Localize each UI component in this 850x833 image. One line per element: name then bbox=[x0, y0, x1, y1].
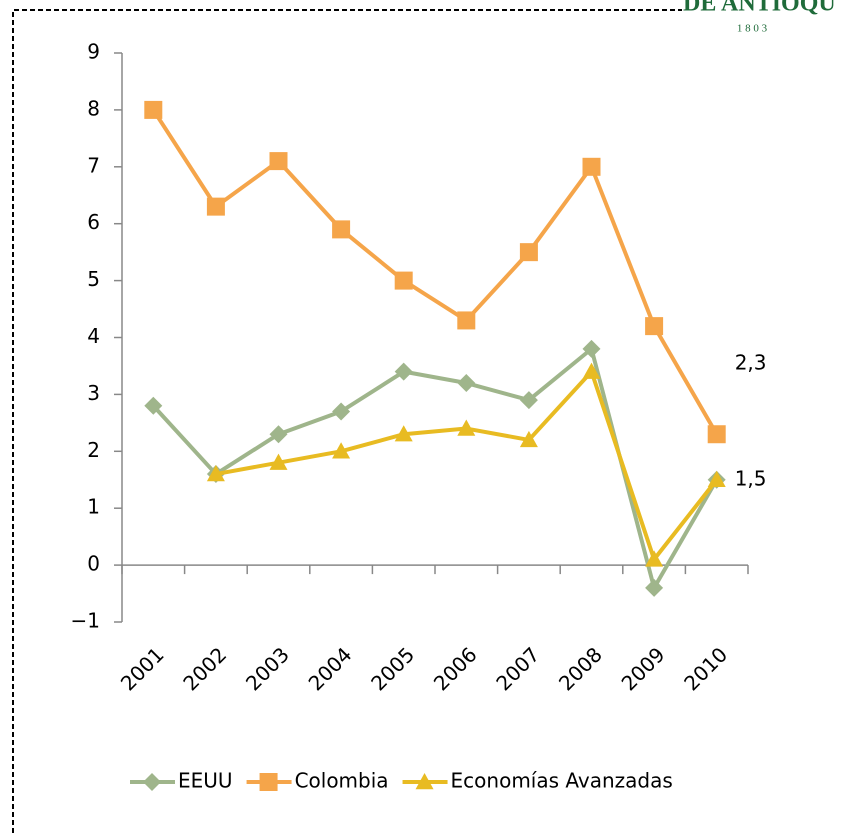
marker bbox=[269, 152, 288, 171]
legend-label: Colombia bbox=[295, 769, 389, 793]
marker bbox=[645, 578, 664, 597]
marker bbox=[707, 425, 726, 444]
marker bbox=[519, 430, 538, 448]
y-tick-label: 7 bbox=[87, 153, 100, 177]
x-tick-label: 2004 bbox=[304, 642, 357, 695]
y-tick-label: 9 bbox=[87, 40, 100, 64]
marker bbox=[394, 271, 413, 290]
x-tick-label: 2007 bbox=[491, 642, 544, 695]
y-tick-label: 8 bbox=[87, 96, 100, 120]
marker bbox=[582, 362, 601, 379]
x-tick-label: 2006 bbox=[429, 642, 482, 695]
y-tick-label: 5 bbox=[87, 267, 100, 291]
legend-label: EEUU bbox=[178, 769, 233, 793]
marker bbox=[394, 362, 413, 381]
y-tick-label: −1 bbox=[71, 609, 100, 633]
marker bbox=[645, 317, 664, 336]
logo-name: DE ANTIOQU bbox=[683, 0, 836, 17]
marker bbox=[144, 100, 163, 119]
marker bbox=[519, 391, 538, 410]
marker bbox=[332, 442, 351, 459]
x-tick-label: 2002 bbox=[178, 642, 231, 695]
marker bbox=[582, 157, 601, 176]
data-label: 1,5 bbox=[735, 466, 767, 490]
marker bbox=[457, 311, 476, 330]
x-tick-label: 2010 bbox=[679, 642, 732, 695]
marker bbox=[394, 425, 413, 442]
legend-label: Economías Avanzadas bbox=[451, 769, 673, 793]
y-tick-label: 3 bbox=[87, 381, 100, 405]
series-line bbox=[151, 108, 719, 436]
marker bbox=[206, 197, 225, 216]
x-tick-label: 2005 bbox=[366, 642, 419, 695]
marker bbox=[259, 773, 278, 791]
marker bbox=[206, 465, 225, 482]
series-line bbox=[215, 369, 719, 562]
y-tick-label: 2 bbox=[87, 438, 100, 462]
y-tick-label: 1 bbox=[87, 495, 100, 519]
marker bbox=[457, 374, 476, 393]
x-tick-label: 2001 bbox=[116, 642, 169, 695]
marker bbox=[519, 243, 538, 262]
marker bbox=[415, 773, 434, 790]
x-tick-label: 2008 bbox=[554, 642, 607, 695]
y-tick-label: 6 bbox=[87, 210, 100, 234]
marker bbox=[582, 339, 601, 358]
logo-year: 1 8 0 3 bbox=[737, 23, 768, 35]
marker bbox=[269, 425, 288, 444]
marker bbox=[332, 220, 351, 239]
marker bbox=[269, 453, 288, 470]
frame bbox=[12, 9, 682, 833]
marker bbox=[144, 396, 163, 415]
marker bbox=[457, 419, 476, 436]
y-tick-label: 4 bbox=[87, 324, 100, 348]
x-tick-label: 2009 bbox=[617, 642, 670, 695]
y-tick-label: 0 bbox=[87, 552, 100, 576]
marker bbox=[707, 470, 726, 487]
marker bbox=[645, 550, 664, 567]
marker bbox=[332, 402, 351, 421]
data-label: 2,3 bbox=[735, 351, 767, 375]
marker bbox=[143, 773, 161, 791]
x-tick-label: 2003 bbox=[241, 642, 294, 695]
